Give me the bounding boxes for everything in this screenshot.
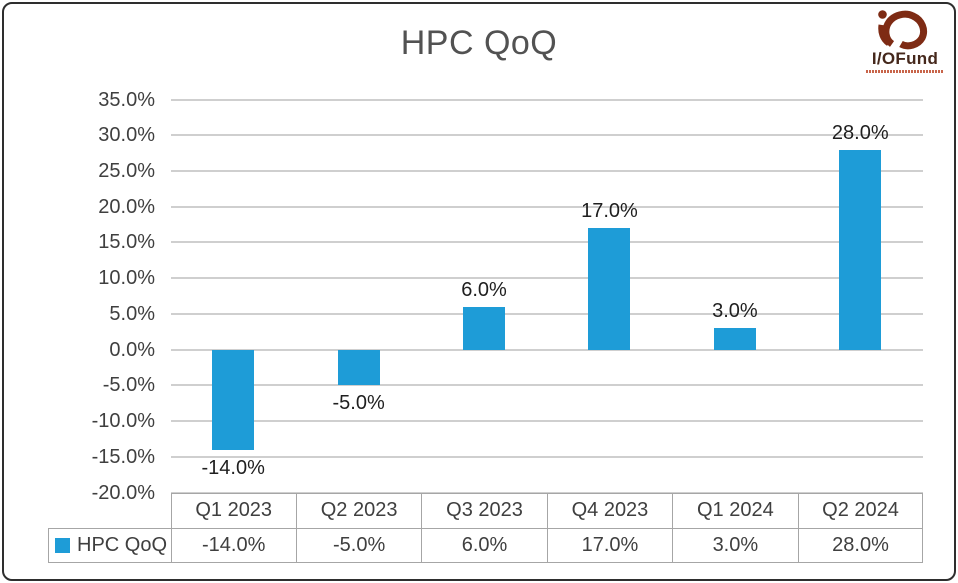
- gridline: [170, 169, 923, 172]
- table-value-q1-2023: -14.0%: [170, 527, 297, 563]
- gridline: [170, 134, 923, 137]
- iofund-logo-icon: [878, 10, 928, 50]
- y-axis-tick-label: -15.0%: [91, 445, 155, 468]
- y-axis-tick-label: 0.0%: [109, 338, 155, 361]
- y-axis-tick-label: -20.0%: [91, 481, 155, 504]
- iofund-logo-text: I/OFund: [871, 49, 939, 68]
- y-axis-tick-label: 30.0%: [98, 124, 155, 147]
- iofund-logo: I/OFund: [862, 8, 948, 73]
- table-value-q2-2024: 28.0%: [797, 527, 924, 563]
- iofund-logo-tagline: [866, 70, 944, 73]
- table-header-q1-2024: Q1 2024: [672, 492, 799, 529]
- data-label-q3-2023: 6.0%: [461, 278, 507, 301]
- y-axis-tick-label: -5.0%: [102, 374, 155, 397]
- data-label-q4-2023: 17.0%: [581, 200, 638, 223]
- gridline: [170, 98, 923, 101]
- bar-q4-2023: [588, 228, 631, 350]
- legend-cell: HPC QoQ: [48, 527, 172, 563]
- data-label-q2-2023: -5.0%: [332, 392, 385, 415]
- data-label-q1-2023: -14.0%: [201, 456, 265, 479]
- bar-q3-2023: [463, 306, 506, 350]
- bar-q2-2024: [839, 149, 882, 350]
- table-value-q2-2023: -5.0%: [295, 527, 423, 563]
- bar-q2-2023: [337, 349, 380, 386]
- table-header-q2-2023: Q2 2023: [295, 492, 423, 529]
- chart-title: HPC QoQ: [400, 24, 558, 62]
- gridline: [170, 312, 923, 315]
- gridline: [170, 384, 923, 387]
- table-header-q4-2023: Q4 2023: [546, 492, 674, 529]
- data-label-q2-2024: 28.0%: [831, 121, 889, 144]
- data-label-q1-2024: 3.0%: [712, 300, 758, 323]
- table-header-q1-2023: Q1 2023: [170, 492, 297, 529]
- y-axis-tick-label: 25.0%: [98, 159, 155, 182]
- legend-label: HPC QoQ: [77, 533, 168, 556]
- table-value-q4-2023: 17.0%: [546, 527, 674, 563]
- table-header-q3-2023: Q3 2023: [421, 492, 548, 529]
- bar-q1-2023: [212, 349, 255, 450]
- gridline: [170, 348, 923, 351]
- table-header-q2-2024: Q2 2024: [797, 492, 924, 529]
- gridline: [170, 455, 923, 458]
- y-axis-tick-label: 20.0%: [98, 195, 155, 218]
- table-value-q3-2023: 6.0%: [421, 527, 548, 563]
- y-axis-tick-label: -10.0%: [91, 410, 155, 433]
- table-value-q1-2024: 3.0%: [672, 527, 799, 563]
- bar-q1-2024: [713, 328, 756, 350]
- gridline: [170, 205, 923, 208]
- y-axis-tick-label: 5.0%: [109, 302, 155, 325]
- y-axis-tick-label: 35.0%: [98, 88, 155, 111]
- legend-swatch-icon: [55, 537, 70, 553]
- y-axis-tick-label: 15.0%: [98, 231, 155, 254]
- gridline: [170, 241, 923, 244]
- gridline: [170, 277, 923, 280]
- gridline: [170, 420, 923, 423]
- y-axis-tick-label: 10.0%: [98, 267, 155, 290]
